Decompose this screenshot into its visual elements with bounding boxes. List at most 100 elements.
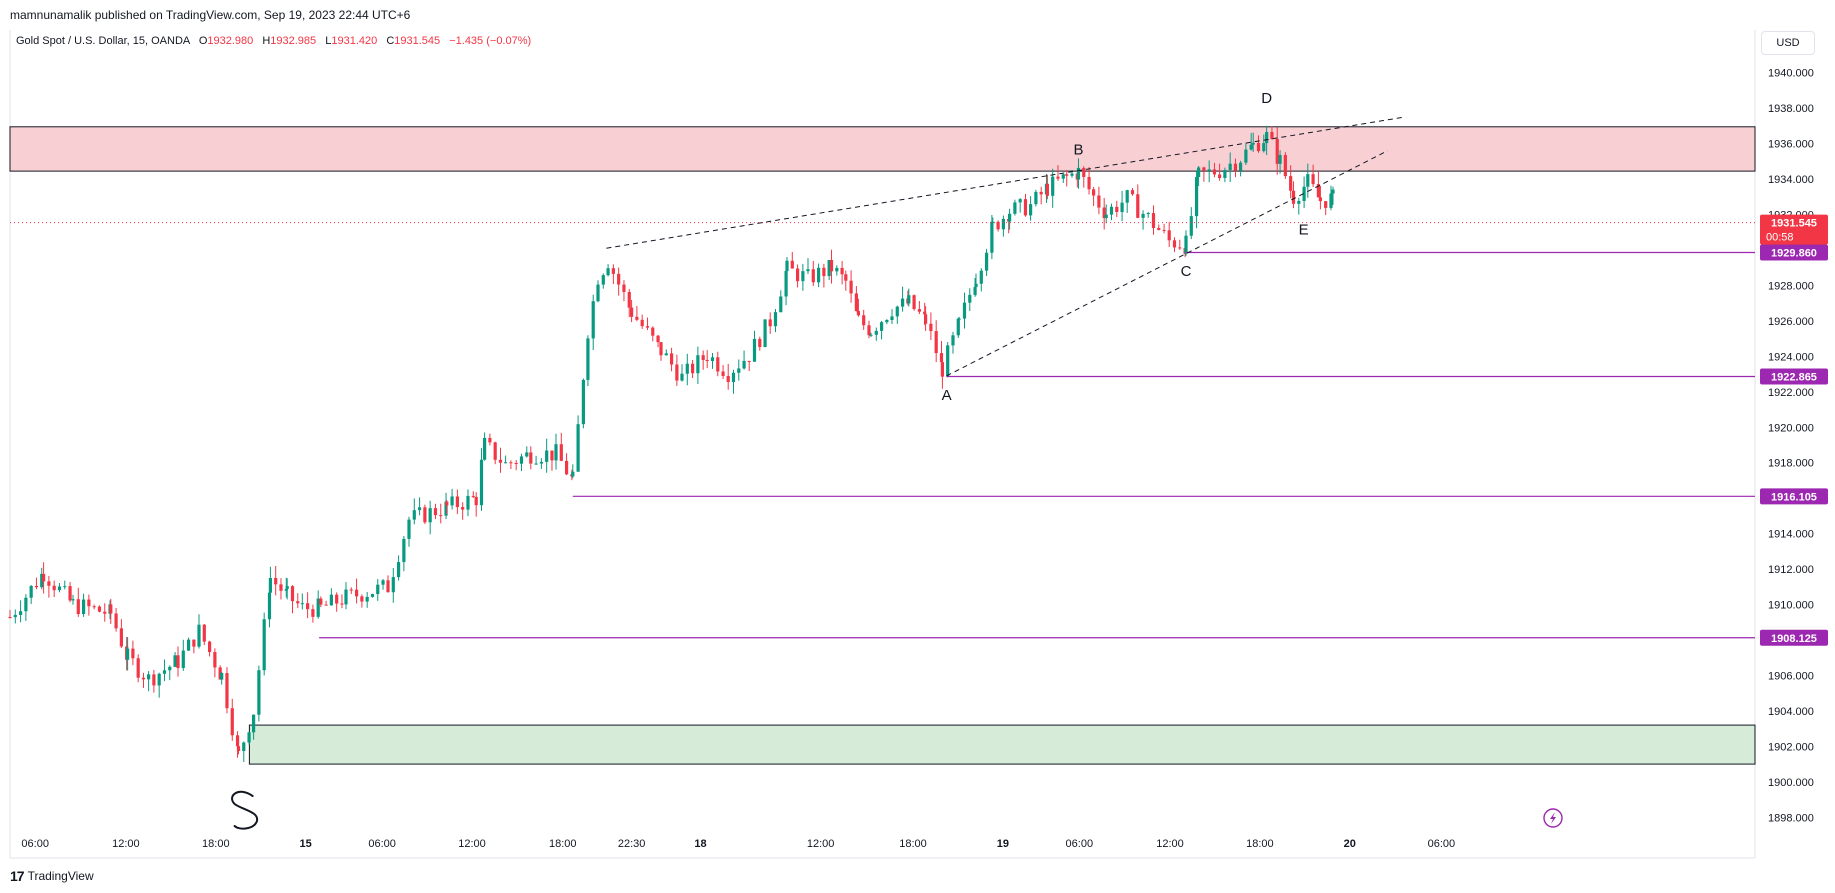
candle-body [230,708,234,736]
candle-body [488,437,492,443]
candle-body [939,353,944,363]
candle-body [675,364,679,381]
candle-body [827,260,831,277]
candle-body [365,596,369,602]
candle-body [360,596,364,602]
candle-body [1130,190,1135,195]
candle-body [391,577,395,593]
candle-body [627,291,631,308]
candle-body [1056,176,1060,179]
candle-body [262,619,266,671]
candle-body [18,611,23,615]
currency-button[interactable]: USD [1761,31,1815,55]
candle-body [1097,195,1101,208]
y-tick-label: 1926.000 [1768,316,1814,328]
candle-body [181,650,185,669]
open-value: 1932.980 [207,35,254,47]
candle-body [1331,189,1335,194]
x-tick-label: 15 [300,838,312,850]
symbol-legend: Gold Spot / U.S. Dollar, 15, OANDA O1932… [16,35,537,47]
candle-body [213,652,217,668]
candle-body [455,496,459,508]
open-label: O [198,35,208,47]
candle-body [726,375,730,382]
y-tick-label: 1928.000 [1768,280,1814,292]
candle-body [444,501,448,516]
y-tick-label: 1912.000 [1768,564,1814,576]
candle-body [202,624,206,642]
candle-body [1172,240,1177,248]
candle-body [335,594,339,604]
candle-body [1316,184,1320,198]
candle-body [1283,155,1287,177]
top-bar: mamnunamalik published on TradingView.co… [0,0,1835,30]
candle-body [42,573,46,582]
candle-body [974,283,978,288]
candle-body [539,461,543,464]
candle-body [493,442,497,460]
candle-body [1270,131,1274,139]
candle-body [433,508,438,516]
candle-body [869,334,873,336]
candle-body [109,604,113,614]
candle-body [1306,174,1310,187]
candle-body [806,269,810,272]
candle-body [1125,190,1129,203]
footer-branding: 17 TradingView [10,868,94,884]
candle-body [236,746,241,751]
current-price-label: 1931.545 [1771,218,1817,230]
candle-body [968,294,972,303]
candle-body [450,496,454,506]
candle-body [71,599,75,601]
candle-body [835,267,839,272]
candle-body [329,594,333,606]
candle-body [207,641,212,653]
candle-body [701,355,705,360]
candle-body [559,444,563,461]
candle-body [844,274,848,281]
level-price-label: 1922.865 [1771,371,1817,383]
candle-body [340,603,344,605]
candle-body [1120,202,1124,213]
x-tick-label: 06:00 [21,838,49,850]
candle-body [912,295,916,310]
candle-body [29,585,33,598]
candle-body [81,599,86,614]
candle-body [716,357,720,372]
candle-body [601,275,605,285]
candle-body [874,330,878,335]
candle-body [1061,174,1065,179]
tradingview-logo-icon: 17 [10,868,25,884]
candle-body [1082,167,1086,177]
candle-body [816,267,821,283]
candle-body [97,606,102,612]
candle-body [483,437,487,460]
candle-body [479,459,484,506]
candle-body [252,714,256,733]
candle-body [962,302,967,319]
candle-body [1039,191,1043,195]
candle-body [63,586,67,588]
candle-body [52,585,56,591]
y-tick-label: 1920.000 [1768,422,1814,434]
pattern-point-label: C [1181,263,1192,280]
candle-body [162,670,167,674]
x-tick-label: 18:00 [899,838,927,850]
candle-body [1297,200,1301,204]
candle-body [242,742,246,751]
candle-body [407,519,411,539]
pattern-point-label: B [1073,141,1083,158]
candle-body [940,362,944,377]
candle-body [596,284,600,302]
candle-body [349,589,353,591]
y-tick-label: 1904.000 [1768,706,1814,718]
candle-body [126,648,130,660]
candle-body [1184,235,1188,254]
candle-body [900,298,905,307]
candle-body [554,444,558,461]
candle-body [8,616,12,618]
candle-body [285,586,289,590]
x-tick-label: 12:00 [807,838,835,850]
candle-body [267,592,272,620]
